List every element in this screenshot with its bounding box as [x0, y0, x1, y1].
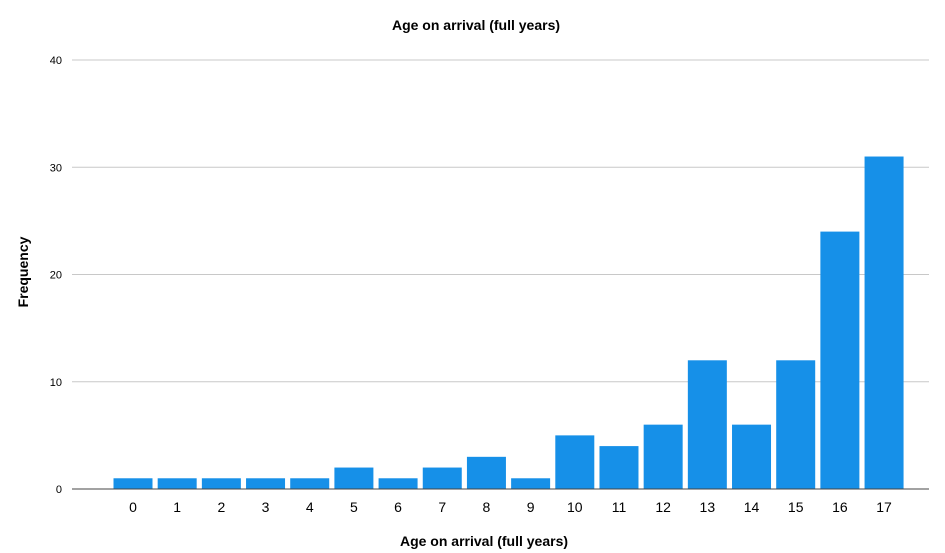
- x-tick-label: 13: [700, 499, 716, 515]
- bar: [113, 478, 153, 489]
- y-tick-label: 40: [50, 55, 62, 67]
- x-tick-label: 6: [394, 499, 402, 515]
- bar: [378, 478, 418, 489]
- bar: [466, 456, 506, 489]
- x-tick-label: 16: [832, 499, 848, 515]
- x-tick-label: 5: [350, 499, 358, 515]
- x-tick-label: 7: [438, 499, 446, 515]
- bar: [643, 424, 683, 489]
- x-tick-label: 12: [655, 499, 671, 515]
- x-tick-label: 11: [612, 499, 627, 515]
- y-axis-label: Frequency: [15, 236, 31, 307]
- bar: [820, 231, 860, 489]
- bar: [864, 156, 904, 489]
- y-tick-label: 10: [50, 377, 62, 389]
- bar: [246, 478, 286, 489]
- bar: [776, 360, 816, 489]
- x-tick-label: 3: [262, 499, 270, 515]
- bar: [334, 467, 374, 489]
- bar: [422, 467, 462, 489]
- x-tick-label: 17: [876, 499, 892, 515]
- x-axis-label: Age on arrival (full years): [400, 533, 568, 549]
- y-tick-label: 30: [50, 162, 62, 174]
- bar: [732, 424, 772, 489]
- bar: [511, 478, 551, 489]
- x-tick-labels: 0 1 2 3 4 5 6 7 8 9 10 11 12 13 14 15 16 17: [129, 499, 892, 515]
- chart-title: Age on arrival (full years): [392, 17, 560, 33]
- x-tick-label: 10: [567, 499, 583, 515]
- bar: [555, 435, 595, 489]
- y-tick-label: 0: [56, 484, 62, 496]
- x-tick-label: 14: [744, 499, 760, 515]
- x-tick-label: 2: [217, 499, 225, 515]
- x-tick-label: 9: [527, 499, 535, 515]
- bar: [290, 478, 330, 489]
- bar: [201, 478, 241, 489]
- x-tick-label: 15: [788, 499, 804, 515]
- x-tick-label: 8: [483, 499, 491, 515]
- x-tick-label: 4: [306, 499, 314, 515]
- y-tick-label: 20: [50, 270, 62, 282]
- x-tick-label: 1: [173, 499, 181, 515]
- y-tick-labels: 0 10 20 30 40: [50, 55, 62, 496]
- gridlines: [72, 59, 929, 383]
- bars: [113, 156, 904, 489]
- bar: [599, 446, 639, 489]
- x-tick-label: 0: [129, 499, 137, 515]
- bar: [157, 478, 197, 489]
- bar: [687, 360, 727, 489]
